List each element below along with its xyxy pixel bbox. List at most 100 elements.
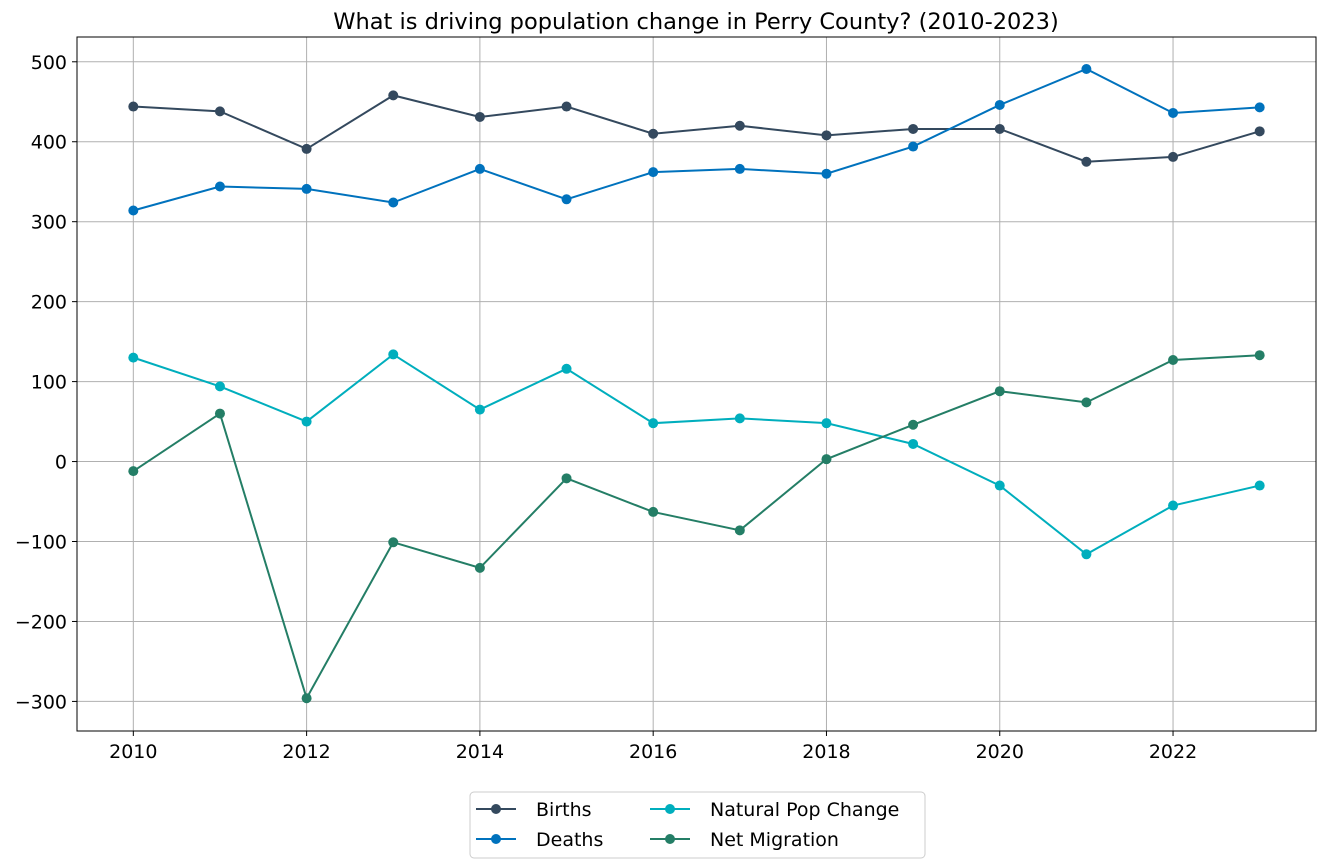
data-point — [561, 101, 572, 112]
data-point — [128, 352, 139, 363]
data-point — [1081, 63, 1092, 74]
data-point — [561, 363, 572, 374]
data-point — [734, 525, 745, 536]
legend-label: Natural Pop Change — [710, 799, 899, 821]
y-tick-label: −300 — [15, 691, 67, 713]
data-point — [648, 167, 659, 178]
y-tick-label: 100 — [31, 372, 67, 394]
y-tick-label: 400 — [31, 132, 67, 154]
data-point — [821, 454, 832, 465]
data-point — [821, 418, 832, 429]
data-point — [301, 143, 312, 154]
data-point — [128, 205, 139, 216]
data-point — [994, 99, 1005, 110]
data-point — [648, 128, 659, 139]
chart-title: What is driving population change in Per… — [333, 9, 1059, 35]
data-point — [388, 197, 399, 208]
data-point — [1081, 549, 1092, 560]
data-point — [1254, 350, 1265, 361]
series-births — [128, 90, 1265, 167]
legend-label: Net Migration — [710, 829, 839, 851]
x-tick-label: 2014 — [456, 741, 504, 763]
series-line — [133, 94, 1260, 163]
data-point — [561, 473, 572, 484]
data-point — [474, 163, 485, 174]
x-tick-label: 2012 — [282, 741, 330, 763]
data-point — [908, 141, 919, 152]
data-point — [908, 438, 919, 449]
series-line — [133, 67, 1260, 212]
data-point — [1168, 107, 1179, 118]
legend-marker — [665, 834, 675, 844]
legend-item: Natural Pop Change — [650, 799, 899, 821]
plot-area — [76, 36, 1317, 732]
legend-box — [469, 791, 926, 859]
data-point — [301, 416, 312, 427]
y-tick-label: 300 — [31, 212, 67, 234]
data-point — [734, 413, 745, 424]
data-point — [908, 419, 919, 430]
series-natural-pop-change — [128, 349, 1265, 560]
legend-item: Net Migration — [650, 829, 839, 851]
data-point — [1254, 126, 1265, 137]
legend-label: Births — [536, 799, 592, 821]
data-point — [474, 562, 485, 573]
data-point — [561, 194, 572, 205]
legend-item: Births — [476, 799, 592, 821]
data-point — [994, 480, 1005, 491]
legend: Births Deaths Natural Pop Change Net Migrat… — [469, 791, 926, 859]
legend-marker — [665, 804, 675, 814]
data-point — [214, 106, 225, 117]
x-tick-label: 2010 — [109, 741, 157, 763]
x-axis: 2010 2012 2014 2016 2018 2020 2022 — [109, 731, 1197, 763]
y-tick-label: 500 — [31, 52, 67, 74]
series-line — [133, 353, 1260, 556]
data-point — [1254, 480, 1265, 491]
series-group — [128, 63, 1265, 704]
data-point — [821, 168, 832, 179]
data-point — [474, 404, 485, 415]
data-point — [1168, 355, 1179, 366]
data-point — [648, 418, 659, 429]
series-line — [132, 354, 1260, 701]
data-point — [1168, 500, 1179, 511]
data-point — [388, 349, 399, 360]
y-tick-label: 200 — [31, 292, 67, 314]
legend-marker — [491, 804, 501, 814]
data-point — [994, 386, 1005, 397]
data-point — [214, 181, 225, 192]
data-point — [1081, 397, 1092, 408]
data-point — [1168, 151, 1179, 162]
y-tick-label: −200 — [15, 611, 67, 633]
x-tick-label: 2016 — [629, 741, 677, 763]
data-point — [734, 163, 745, 174]
data-point — [648, 506, 659, 517]
data-point — [301, 693, 312, 704]
x-tick-label: 2020 — [976, 741, 1024, 763]
data-point — [908, 123, 919, 134]
data-point — [214, 381, 225, 392]
data-point — [474, 111, 485, 122]
series-deaths — [128, 63, 1265, 216]
data-point — [128, 101, 139, 112]
data-point — [821, 130, 832, 141]
data-point — [388, 537, 399, 548]
legend-item: Deaths — [476, 829, 603, 851]
data-point — [1081, 156, 1092, 167]
data-point — [128, 466, 139, 477]
y-axis: −300 −200 −100 0 100 200 300 400 500 — [15, 52, 77, 713]
x-tick-label: 2022 — [1149, 741, 1197, 763]
data-point — [388, 90, 399, 101]
data-point — [214, 408, 225, 419]
y-tick-label: 0 — [55, 452, 67, 474]
grid-lines — [77, 37, 1316, 731]
x-tick-label: 2018 — [802, 741, 850, 763]
data-point — [734, 120, 745, 131]
data-point — [1254, 102, 1265, 113]
y-tick-label: −100 — [15, 532, 67, 554]
legend-marker — [491, 834, 501, 844]
legend-label: Deaths — [536, 829, 603, 851]
series-net-migration — [128, 350, 1265, 704]
